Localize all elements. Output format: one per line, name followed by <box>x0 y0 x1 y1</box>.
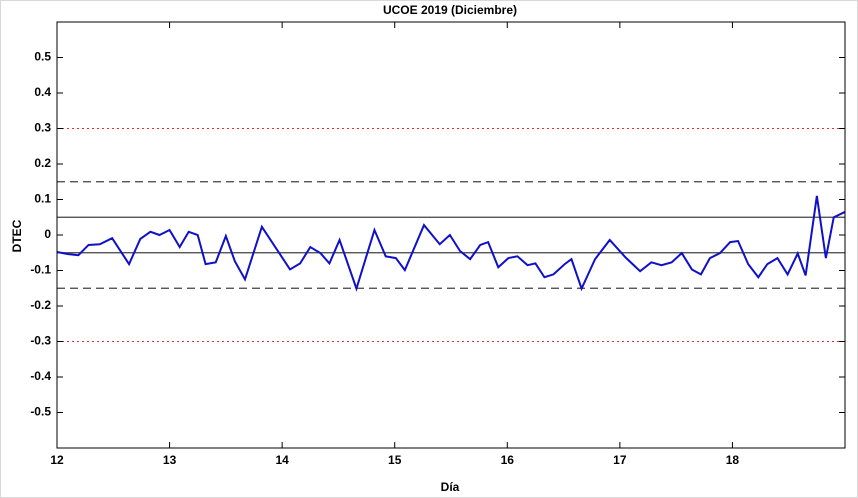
y-axis-label: DTEC <box>10 219 24 252</box>
x-tick-label: 13 <box>163 453 177 467</box>
y-tick-label: 0.1 <box>34 192 51 206</box>
x-tick-label: 12 <box>50 453 64 467</box>
data-line <box>56 195 846 292</box>
y-tick-label: -0.1 <box>30 263 51 277</box>
y-tick-label: -0.2 <box>30 298 51 312</box>
y-tick-label: 0.4 <box>34 85 51 99</box>
plot-border <box>56 21 846 449</box>
y-tick-label: 0.5 <box>34 50 51 64</box>
y-tick-label: -0.5 <box>30 405 51 419</box>
y-tick-label: 0 <box>44 227 51 241</box>
chart-title: UCOE 2019 (Diciembre) <box>383 3 517 17</box>
x-axis-label: Día <box>441 480 460 494</box>
x-tick-label: 15 <box>388 453 402 467</box>
x-tick-label: 18 <box>726 453 740 467</box>
y-tick-label: -0.4 <box>30 369 51 383</box>
x-tick-label: 16 <box>501 453 515 467</box>
y-tick-label: -0.3 <box>30 334 51 348</box>
y-tick-label: 0.2 <box>34 156 51 170</box>
y-tick-label: 0.3 <box>34 121 51 135</box>
x-tick-label: 17 <box>613 453 627 467</box>
x-tick-label: 14 <box>275 453 289 467</box>
